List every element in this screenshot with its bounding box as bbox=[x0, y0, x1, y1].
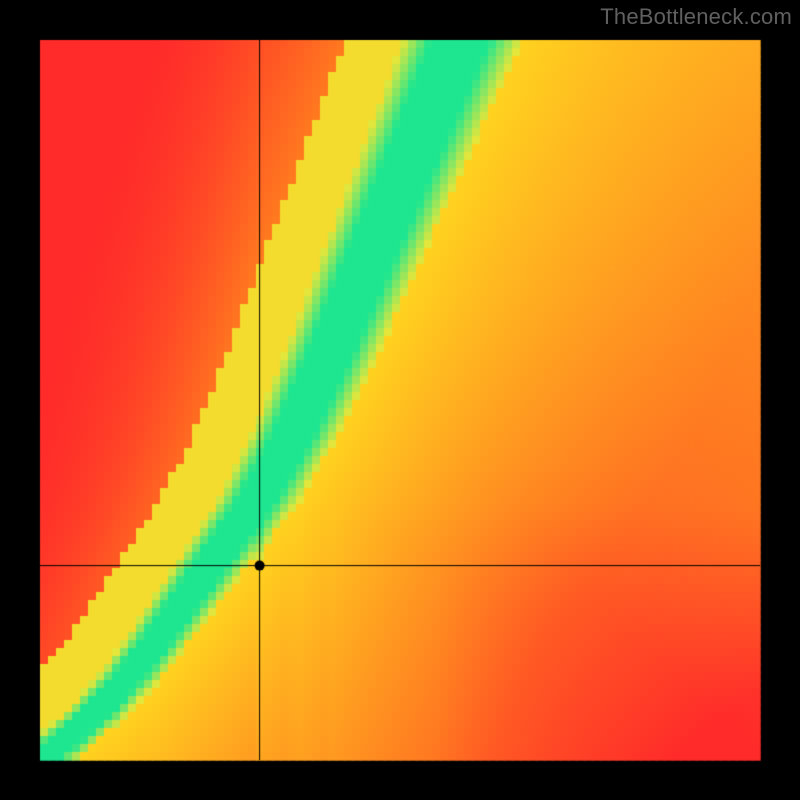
watermark-text: TheBottleneck.com bbox=[600, 4, 792, 30]
bottleneck-heatmap bbox=[0, 0, 800, 800]
